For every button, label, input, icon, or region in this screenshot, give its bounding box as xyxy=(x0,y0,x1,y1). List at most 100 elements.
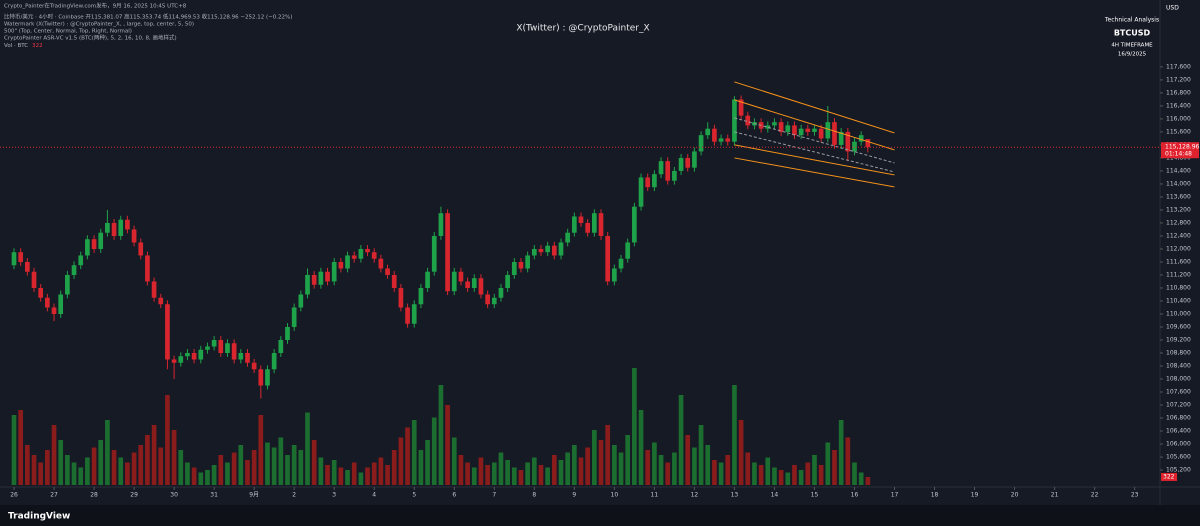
volume-bar xyxy=(91,447,97,485)
x-tick-label: 16 xyxy=(851,492,859,499)
volume-bar xyxy=(331,460,337,485)
candle-body xyxy=(585,222,591,233)
volume-bar xyxy=(258,415,264,485)
volume-bar xyxy=(511,467,517,485)
candle-body xyxy=(11,252,17,266)
volume-bar xyxy=(185,462,190,485)
candle-body xyxy=(458,271,464,282)
info-date: 16/9/2025 xyxy=(1118,52,1147,58)
countdown: 01:14:48 xyxy=(1165,151,1192,158)
candle-body xyxy=(778,122,784,132)
volume-bar xyxy=(505,460,510,485)
y-tick-label: 109,200 xyxy=(1166,336,1191,343)
volume-bar xyxy=(438,385,444,485)
candle-body xyxy=(485,294,490,305)
volume-bar xyxy=(218,455,224,485)
volume-bar xyxy=(551,455,557,485)
candle-body xyxy=(738,99,744,116)
y-tick-label: 114,000 xyxy=(1166,180,1191,187)
header-line: Crypto_Painter在TradingView.com发布，9月 16, … xyxy=(4,2,187,10)
volume-bar xyxy=(425,440,430,485)
volume-bar xyxy=(571,445,577,485)
candle-body xyxy=(858,135,864,142)
candle-body xyxy=(551,245,557,256)
candle-body xyxy=(391,274,397,288)
volume-bar xyxy=(285,455,290,485)
candle-body xyxy=(31,271,37,288)
y-tick-label: 115,600 xyxy=(1166,128,1191,135)
volume-bar xyxy=(291,445,297,485)
volume-bar xyxy=(578,457,584,485)
footer xyxy=(0,505,1200,526)
volume-bar xyxy=(31,455,37,485)
candle-body xyxy=(345,255,350,269)
candle-body xyxy=(85,239,90,256)
volume-bar xyxy=(458,455,464,485)
y-tick-label: 112,000 xyxy=(1166,245,1191,252)
volume-bar xyxy=(498,452,504,485)
candle-body xyxy=(231,343,237,360)
candle-body xyxy=(478,278,484,295)
candle-body xyxy=(538,248,544,253)
y-tick-label: 116,800 xyxy=(1166,89,1191,96)
x-tick-label: 10 xyxy=(611,492,619,499)
volume-bar xyxy=(825,442,831,485)
x-tick-label: 14 xyxy=(771,492,779,499)
volume-bar xyxy=(378,457,384,485)
candle-body xyxy=(598,213,604,236)
candle-body xyxy=(652,174,657,188)
volume-bar xyxy=(758,465,764,485)
candle-body xyxy=(78,255,84,266)
volume-bar xyxy=(852,462,857,485)
candle-body xyxy=(245,353,250,363)
channel-line xyxy=(734,81,895,134)
volume-bar xyxy=(178,450,184,485)
volume-bar xyxy=(231,452,237,485)
volume-bar xyxy=(165,395,170,485)
volume-bar xyxy=(558,460,564,485)
volume-bar xyxy=(25,445,30,485)
candle-body xyxy=(625,242,631,259)
candle-body xyxy=(58,294,64,314)
volume-bar xyxy=(732,385,737,485)
channel-line xyxy=(734,117,895,164)
volume-bar xyxy=(678,395,684,485)
candle-body xyxy=(265,369,270,386)
volume-bar xyxy=(391,450,397,485)
volume-bar xyxy=(138,445,144,485)
candle-body xyxy=(792,125,797,136)
volume-bar xyxy=(145,435,150,485)
volume-bar xyxy=(805,462,811,485)
header-line: 比特币/美元 · 4小时 · Coinbase 开115,381.07 高115… xyxy=(4,13,292,21)
volume-bar xyxy=(592,430,597,485)
volume-bar xyxy=(518,470,524,485)
y-tick-label: 105,600 xyxy=(1166,454,1191,461)
candle-body xyxy=(151,281,157,298)
y-tick-label: 110,400 xyxy=(1166,297,1191,304)
volume-bar xyxy=(305,412,310,485)
volume-bar xyxy=(151,425,157,485)
candle-body xyxy=(498,287,504,298)
candle-body xyxy=(131,229,137,243)
candle-body xyxy=(785,125,791,132)
volume-bar xyxy=(765,457,771,485)
candle-body xyxy=(291,307,297,327)
candle-body xyxy=(385,268,390,275)
candle-body xyxy=(285,326,290,340)
candle-body xyxy=(712,128,717,142)
volume-bar xyxy=(465,462,470,485)
candle-body xyxy=(658,161,664,175)
candle-body xyxy=(225,343,230,354)
volume-bar xyxy=(58,440,64,485)
x-tick-label: 19 xyxy=(971,492,979,499)
volume-bar xyxy=(318,457,324,485)
volume-bar xyxy=(692,447,697,485)
candle-body xyxy=(138,242,144,256)
candle-body xyxy=(672,170,677,181)
y-tick-label: 108,000 xyxy=(1166,376,1191,383)
volume-bar xyxy=(171,430,177,485)
candle-body xyxy=(465,281,470,288)
y-tick-label: 116,400 xyxy=(1166,102,1191,109)
volume-bar xyxy=(98,440,104,485)
